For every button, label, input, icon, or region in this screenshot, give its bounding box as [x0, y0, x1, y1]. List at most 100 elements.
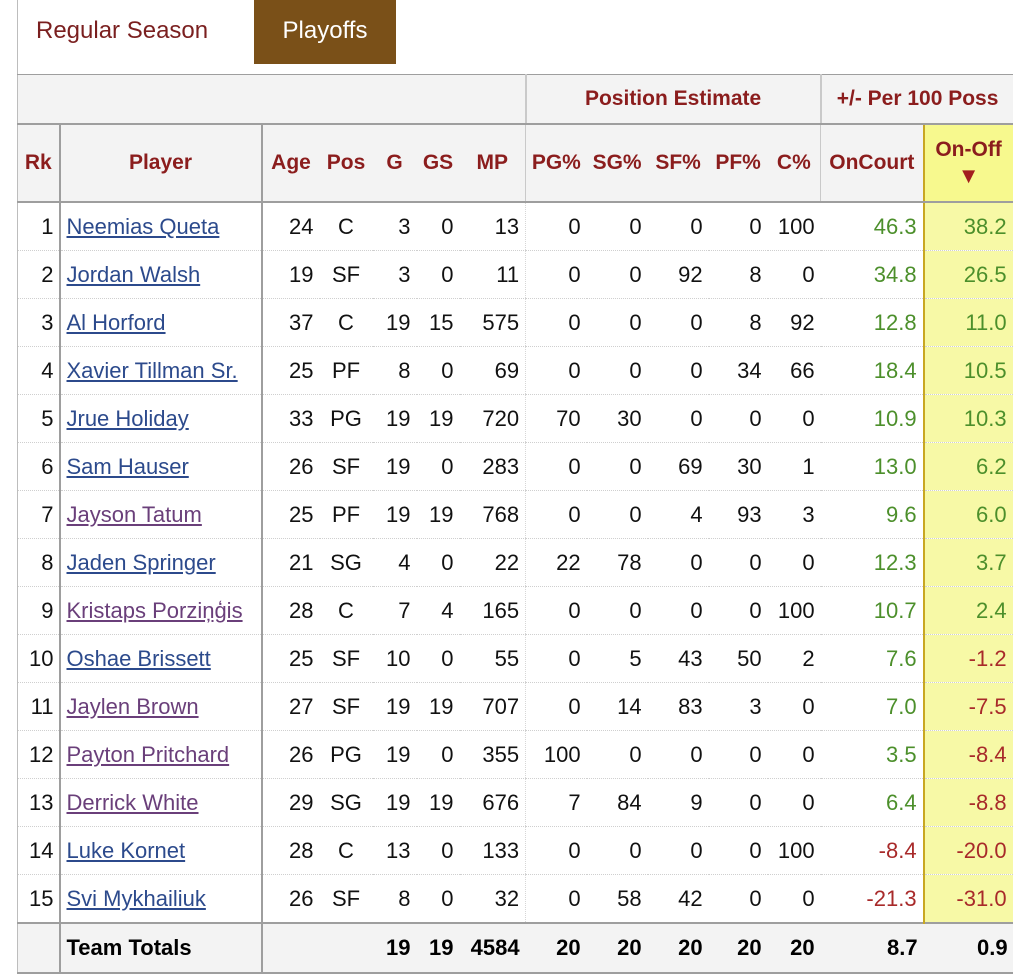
cell-rk: 2	[18, 251, 60, 299]
cell-rk: 3	[18, 299, 60, 347]
cell-sf-pct: 0	[648, 587, 709, 635]
cell-pf-pct: 0	[709, 827, 768, 875]
cell-pg-pct: 0	[526, 202, 587, 251]
cell-player: Jayson Tatum	[60, 491, 262, 539]
cell-gs: 0	[417, 827, 460, 875]
cell-on-off: 6.0	[924, 491, 1013, 539]
cell-g: 10	[373, 635, 417, 683]
cell-gs: 0	[417, 539, 460, 587]
totals-pf-pct: 20	[709, 923, 768, 973]
cell-pg-pct: 0	[526, 587, 587, 635]
col-header-pos[interactable]: Pos	[320, 124, 373, 202]
cell-sg-pct: 0	[587, 347, 648, 395]
cell-on-off: 38.2	[924, 202, 1013, 251]
cell-player: Jrue Holiday	[60, 395, 262, 443]
cell-mp: 69	[460, 347, 526, 395]
cell-pos: SF	[320, 443, 373, 491]
header-row: Rk Player Age Pos G GS MP PG% SG% SF% PF…	[18, 124, 1013, 202]
cell-gs: 0	[417, 202, 460, 251]
cell-c-pct: 0	[768, 539, 821, 587]
col-header-on-off[interactable]: On-Off ▼	[924, 124, 1013, 202]
player-link[interactable]: Luke Kornet	[67, 838, 186, 863]
player-link[interactable]: Xavier Tillman Sr.	[67, 358, 238, 383]
player-link[interactable]: Jrue Holiday	[67, 406, 189, 431]
cell-pf-pct: 50	[709, 635, 768, 683]
player-link[interactable]: Jaden Springer	[67, 550, 216, 575]
cell-rk: 6	[18, 443, 60, 491]
cell-pf-pct: 93	[709, 491, 768, 539]
cell-pos: C	[320, 587, 373, 635]
cell-sf-pct: 83	[648, 683, 709, 731]
col-header-c-pct[interactable]: C%	[768, 124, 821, 202]
player-link[interactable]: Kristaps Porziņģis	[67, 598, 243, 623]
cell-age: 33	[262, 395, 320, 443]
cell-pg-pct: 0	[526, 875, 587, 924]
cell-g: 4	[373, 539, 417, 587]
player-link[interactable]: Sam Hauser	[67, 454, 189, 479]
cell-mp: 165	[460, 587, 526, 635]
cell-c-pct: 3	[768, 491, 821, 539]
cell-pos: PF	[320, 491, 373, 539]
cell-player: Oshae Brissett	[60, 635, 262, 683]
cell-mp: 22	[460, 539, 526, 587]
player-link[interactable]: Oshae Brissett	[67, 646, 211, 671]
player-link[interactable]: Neemias Queta	[67, 214, 220, 239]
cell-player: Jaden Springer	[60, 539, 262, 587]
cell-pf-pct: 34	[709, 347, 768, 395]
player-link[interactable]: Jaylen Brown	[67, 694, 199, 719]
cell-mp: 13	[460, 202, 526, 251]
player-link[interactable]: Derrick White	[67, 790, 199, 815]
cell-oncourt: 12.3	[821, 539, 924, 587]
tab-regular-season[interactable]: Regular Season	[36, 0, 270, 64]
cell-age: 26	[262, 731, 320, 779]
cell-gs: 15	[417, 299, 460, 347]
cell-pf-pct: 30	[709, 443, 768, 491]
cell-on-off: 26.5	[924, 251, 1013, 299]
col-header-gs[interactable]: GS	[417, 124, 460, 202]
col-header-sg-pct[interactable]: SG%	[587, 124, 648, 202]
cell-on-off: -7.5	[924, 683, 1013, 731]
cell-pf-pct: 0	[709, 587, 768, 635]
cell-oncourt: 46.3	[821, 202, 924, 251]
cell-mp: 283	[460, 443, 526, 491]
col-header-mp[interactable]: MP	[460, 124, 526, 202]
col-header-oncourt[interactable]: OnCourt	[821, 124, 924, 202]
player-link[interactable]: Svi Mykhailiuk	[67, 886, 206, 911]
player-link[interactable]: Al Horford	[67, 310, 166, 335]
player-link[interactable]: Payton Pritchard	[67, 742, 230, 767]
cell-player: Jaylen Brown	[60, 683, 262, 731]
cell-pos: SF	[320, 251, 373, 299]
cell-sg-pct: 0	[587, 299, 648, 347]
col-header-pg-pct[interactable]: PG%	[526, 124, 587, 202]
cell-on-off: 11.0	[924, 299, 1013, 347]
player-link[interactable]: Jayson Tatum	[67, 502, 202, 527]
cell-pg-pct: 0	[526, 299, 587, 347]
cell-player: Neemias Queta	[60, 202, 262, 251]
cell-g: 3	[373, 251, 417, 299]
col-header-age[interactable]: Age	[262, 124, 320, 202]
cell-gs: 0	[417, 347, 460, 395]
cell-pf-pct: 0	[709, 202, 768, 251]
cell-g: 19	[373, 443, 417, 491]
col-header-g[interactable]: G	[373, 124, 417, 202]
cell-oncourt: 34.8	[821, 251, 924, 299]
player-link[interactable]: Jordan Walsh	[67, 262, 201, 287]
stats-panel: Regular Season Playoffs Position Estimat…	[17, 0, 1013, 973]
cell-c-pct: 0	[768, 683, 821, 731]
col-header-pf-pct[interactable]: PF%	[709, 124, 768, 202]
cell-on-off: 3.7	[924, 539, 1013, 587]
col-header-rk[interactable]: Rk	[18, 124, 60, 202]
cell-rk: 14	[18, 827, 60, 875]
cell-age: 27	[262, 683, 320, 731]
cell-mp: 11	[460, 251, 526, 299]
col-header-player[interactable]: Player	[60, 124, 262, 202]
tab-playoffs[interactable]: Playoffs	[254, 0, 396, 64]
cell-g: 19	[373, 395, 417, 443]
cell-gs: 0	[417, 731, 460, 779]
cell-pg-pct: 0	[526, 827, 587, 875]
cell-gs: 4	[417, 587, 460, 635]
col-header-sf-pct[interactable]: SF%	[648, 124, 709, 202]
